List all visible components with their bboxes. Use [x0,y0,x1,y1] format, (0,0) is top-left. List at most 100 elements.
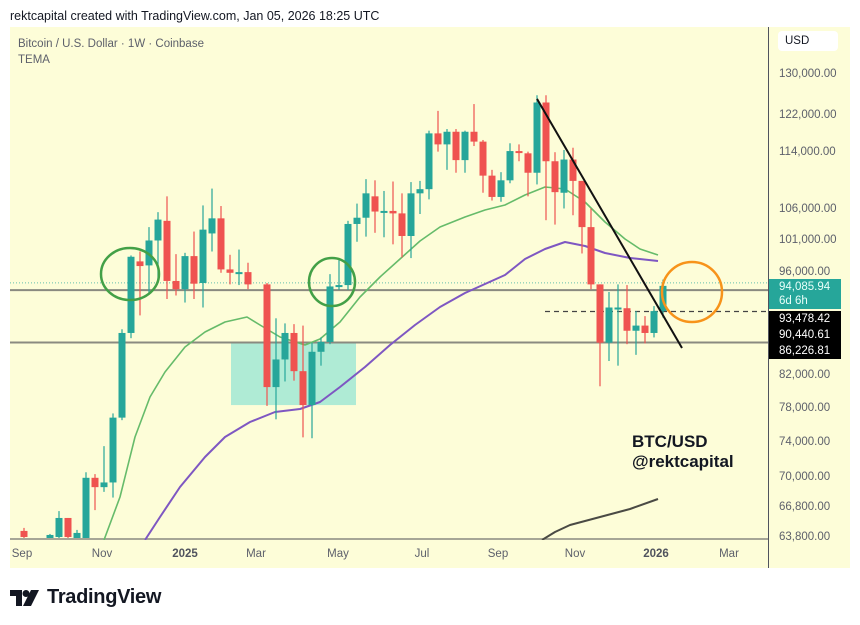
candle-bearish[interactable] [389,181,397,245]
candle-bullish[interactable] [632,311,640,355]
candle-bullish[interactable] [344,220,352,290]
candle-bullish[interactable] [272,318,280,420]
candle-body [226,269,234,273]
candle-bullish[interactable] [145,227,153,295]
candle-bullish[interactable] [127,255,135,339]
candle-body [515,151,523,154]
watermark-author: @rektcapital [632,452,734,471]
breakout-circle [660,260,724,324]
price-axis-label: 96,000.00 [779,266,831,278]
candle-bearish[interactable] [263,283,271,406]
candle-body [335,285,343,288]
candle-body [506,151,514,181]
candle-bearish[interactable] [290,324,298,381]
price-axis-label: 66,800.00 [779,501,831,513]
candle-bullish[interactable] [46,533,54,538]
candle-bullish[interactable] [650,306,658,338]
candle-body [281,332,289,360]
candle-body [425,133,433,190]
price-chart[interactable] [10,27,768,540]
candle-bearish[interactable] [244,262,252,290]
time-axis-label: Mar [719,548,739,560]
candle-bullish[interactable] [199,205,207,308]
candle-bearish[interactable] [524,151,532,197]
candle-bullish[interactable] [235,249,243,286]
candle-body [109,417,117,483]
candle-bullish[interactable] [82,472,90,538]
candle-bearish[interactable] [596,284,604,387]
candle-bullish[interactable] [380,190,388,238]
candle-bullish[interactable] [281,323,289,382]
candle-bullish[interactable] [425,130,433,200]
price-axis-label: 78,000.00 [779,402,831,414]
chart-attribution: rektcapital created with TradingView.com… [10,9,380,23]
candle-bullish[interactable] [443,129,451,170]
level-tag-3: 86,226.81 [769,343,841,359]
candle-bearish[interactable] [578,180,586,254]
candle-bullish[interactable] [461,130,469,173]
candle-bullish[interactable] [100,446,108,492]
candle-bearish[interactable] [64,517,72,538]
price-axis[interactable]: USD 63,800.00 66,800.00 70,000.00 74,000.00… [768,27,851,568]
candle-body [64,517,72,537]
candle-bullish[interactable] [533,95,541,185]
candle-bearish[interactable] [163,196,171,300]
candle-body [560,159,568,193]
descending-trendline [536,98,683,349]
candle-bearish[interactable] [136,251,144,316]
candle-bullish[interactable] [55,511,63,538]
candle-body [569,159,577,181]
candle-bearish[interactable] [371,180,379,233]
candle-bullish[interactable] [118,329,126,421]
candle-bullish[interactable] [335,260,343,290]
candle-bullish[interactable] [353,203,361,242]
candle-bearish[interactable] [190,231,198,300]
candle-bullish[interactable] [317,337,325,366]
candle-bearish[interactable] [434,110,442,152]
candle-bearish[interactable] [20,527,28,538]
candle-bearish[interactable] [91,474,99,511]
candle-bullish[interactable] [614,284,622,366]
candle-bearish[interactable] [587,208,595,290]
candle-body [632,325,640,331]
candle-bullish[interactable] [497,172,505,202]
candle-bearish[interactable] [551,152,559,225]
candle-bullish[interactable] [407,182,415,259]
candle-bearish[interactable] [299,325,307,438]
candle-bearish[interactable] [641,316,649,344]
candle-bullish[interactable] [605,292,613,362]
candle-bullish[interactable] [506,143,514,184]
candle-body [551,161,559,193]
candle-bullish[interactable] [326,274,334,345]
candle-body [299,371,307,406]
candle-bearish[interactable] [488,169,496,201]
currency-button[interactable]: USD [778,31,838,51]
candle-bullish[interactable] [308,342,316,439]
chart-frame: Bitcoin / U.S. Dollar · 1W · Coinbase TE… [10,27,850,568]
candle-bearish[interactable] [479,139,487,193]
candle-body [596,284,604,343]
candle-bearish[interactable] [452,129,460,173]
candle-bearish[interactable] [226,254,234,285]
candle-bearish[interactable] [623,285,631,345]
candle-body [317,341,325,352]
candle-body [100,482,108,488]
candle-bullish[interactable] [560,149,568,209]
candle-bullish[interactable] [109,413,117,498]
candle-body [416,189,424,194]
time-axis-label: Nov [564,548,586,560]
tradingview-logo[interactable]: TradingView [10,586,161,609]
candle-bearish[interactable] [515,144,523,162]
candle-bullish[interactable] [362,179,370,237]
candle-bearish[interactable] [470,104,478,147]
candle-bullish[interactable] [181,252,189,303]
candle-body [326,286,334,342]
candle-bearish[interactable] [172,254,180,296]
candle-bullish[interactable] [416,180,424,215]
candle-bearish[interactable] [398,193,406,258]
candle-bullish[interactable] [208,188,216,252]
time-axis[interactable]: Sep Nov 2025 Mar May Jul Sep Nov 2026 Mar [10,540,768,568]
indicator-label[interactable]: TEMA [18,54,50,66]
candle-bearish[interactable] [217,206,225,273]
candle-bullish[interactable] [73,529,81,538]
